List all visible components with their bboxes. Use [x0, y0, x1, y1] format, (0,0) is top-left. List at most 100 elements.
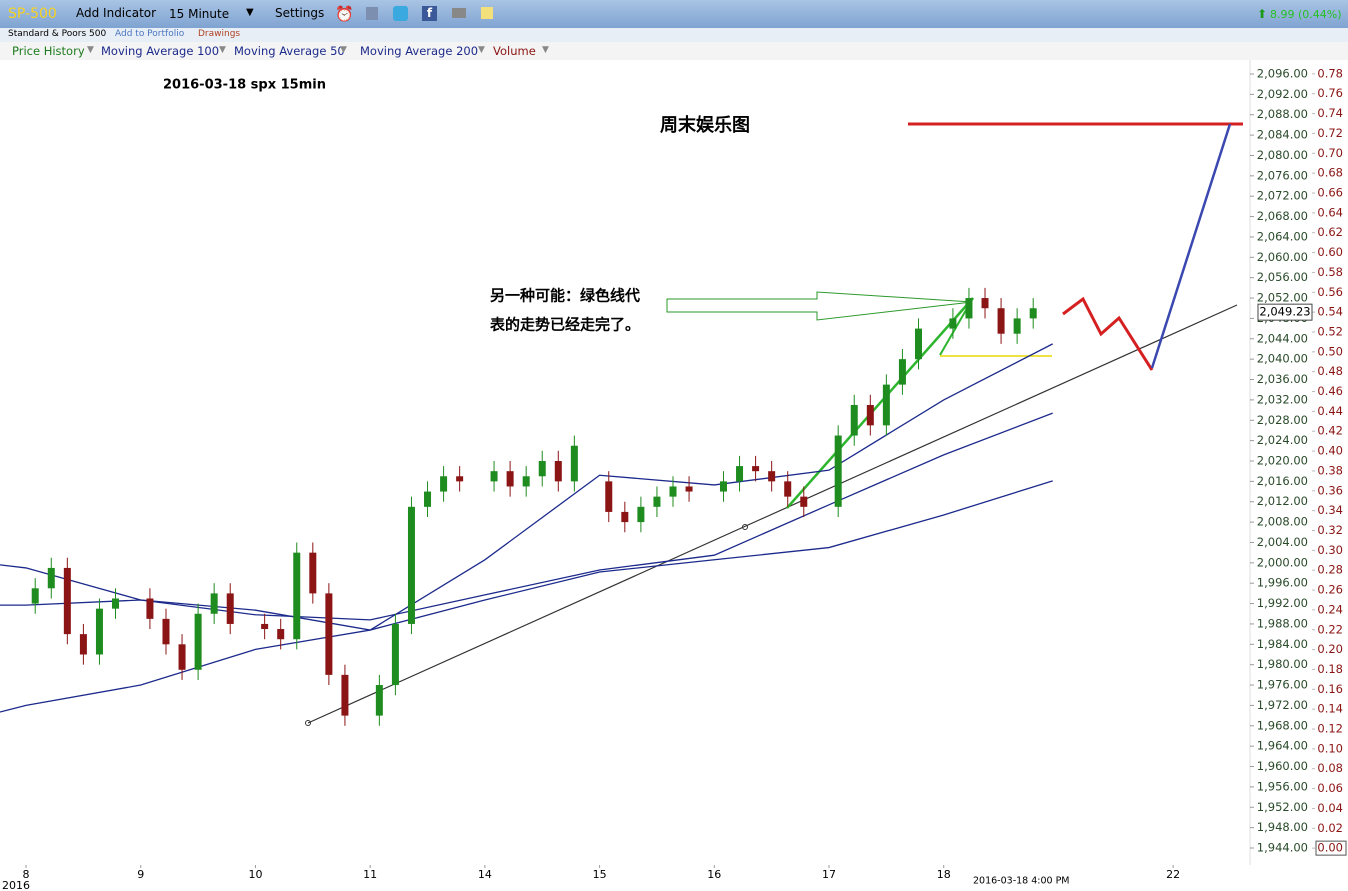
icon[interactable]: f [422, 6, 437, 21]
y2-tick-label: 0.76 [1317, 86, 1343, 100]
icon[interactable] [481, 7, 493, 19]
y2-tick-label: 0.28 [1317, 563, 1343, 577]
candle-body [882, 384, 890, 426]
candle-body [261, 623, 269, 630]
indicator[interactable]: Volume [493, 44, 536, 58]
candle-body [47, 567, 55, 589]
x-tick-label: 9 [137, 868, 144, 881]
candle-body [981, 298, 989, 309]
candle-body [375, 685, 383, 716]
candle-body [440, 476, 448, 492]
y-tick-label: 1,988.00 [1257, 616, 1308, 630]
candle-body [95, 608, 103, 655]
y2-tick-label: 0.18 [1317, 662, 1343, 676]
y-tick-label: 2,012.00 [1257, 494, 1308, 508]
moving-average [0, 480, 1053, 713]
y2-tick-label: 0.78 [1317, 66, 1343, 80]
time-label: 2016-03-18 4:00 PM [973, 876, 1070, 887]
candle-body [997, 308, 1005, 334]
x-tick-label: 8 [23, 868, 30, 881]
dropdown-arrow[interactable]: ▼ [542, 45, 549, 55]
y-tick-label: 2,080.00 [1257, 148, 1308, 162]
dropdown-arrow[interactable]: ▼ [87, 45, 94, 55]
y2-tick-label: 0.70 [1317, 146, 1343, 160]
drawings [305, 122, 1243, 726]
candle-body [866, 404, 874, 426]
y-tick-label: 1,944.00 [1257, 840, 1308, 854]
y2-tick-label: 0.42 [1317, 424, 1343, 438]
indicator[interactable]: Moving Average 50 [234, 44, 345, 58]
menu-item[interactable]: Add Indicator [76, 6, 157, 20]
y2-tick-label: 0.56 [1317, 285, 1343, 299]
y-tick-label: 2,036.00 [1257, 372, 1308, 386]
candle-body [605, 481, 613, 512]
dropdown-arrow[interactable]: ▼ [246, 7, 254, 18]
candle-body [424, 491, 432, 507]
candle-body [570, 445, 578, 482]
dropdown-arrow[interactable]: ▼ [478, 45, 485, 55]
icon[interactable] [366, 7, 378, 20]
indicator[interactable]: Moving Average 100 [101, 44, 220, 58]
link[interactable]: Drawings [198, 29, 241, 39]
candle-body [490, 471, 498, 482]
icon[interactable] [393, 6, 408, 21]
candle-body [949, 318, 957, 329]
y-tick-label: 1,968.00 [1257, 718, 1308, 732]
y2-tick-label: 0.04 [1317, 801, 1343, 815]
info-row: Standard & Poors 500 Add to Portfolio Dr… [0, 28, 1348, 42]
dropdown-arrow[interactable]: ▼ [219, 45, 226, 55]
y2-tick-label: 0.30 [1317, 543, 1343, 557]
y-tick-label: 2,016.00 [1257, 474, 1308, 488]
y-tick-label: 2,052.00 [1257, 291, 1308, 305]
candle-body [1029, 308, 1037, 319]
indicator[interactable]: Price History [12, 44, 85, 58]
candle-body [194, 613, 202, 670]
trendline [307, 304, 1238, 724]
y2-tick-label: 0.58 [1317, 265, 1343, 279]
y-tick-label: 1,964.00 [1257, 739, 1308, 753]
x-tick-label: 16 [707, 868, 721, 881]
candle-body [850, 404, 858, 436]
change: 8.99 (0.44%) [1270, 8, 1342, 21]
y2-tick-label: 0.14 [1317, 702, 1343, 716]
y2-tick-label: 0.72 [1317, 126, 1343, 140]
y2-tick-label: 0.54 [1317, 305, 1343, 319]
y2-tick-label: 0.22 [1317, 622, 1343, 636]
moving-average [0, 412, 1053, 621]
candle-body [391, 623, 399, 686]
icon[interactable]: ⏰ [335, 5, 354, 23]
symbol[interactable]: SP-500 [8, 6, 57, 22]
y-tick-label: 2,028.00 [1257, 413, 1308, 427]
dropdown-arrow[interactable]: ▼ [340, 45, 347, 55]
y-tick-label: 1,972.00 [1257, 698, 1308, 712]
y-tick-label: 2,044.00 [1257, 331, 1308, 345]
y2-label-box [1315, 840, 1347, 856]
candle-body [407, 506, 415, 624]
menu-item[interactable]: 15 Minute [169, 7, 230, 21]
y-tick-label: 2,076.00 [1257, 168, 1308, 182]
candle-body [653, 496, 661, 507]
year-label: 2016 [2, 879, 30, 891]
indicator-row: Price History Moving Average 100 Moving … [0, 42, 1348, 60]
y-tick-label: 2,068.00 [1257, 209, 1308, 223]
icon[interactable] [452, 8, 466, 18]
annotation: 表的走势已经走完了。 [490, 316, 640, 334]
y2-tick-label: 0.20 [1317, 642, 1343, 656]
y-tick-label: 2,000.00 [1257, 555, 1308, 569]
indicator[interactable]: Moving Average 200 [360, 44, 479, 58]
y2-tick-label: 0.40 [1317, 444, 1343, 458]
menu-item[interactable]: Settings [275, 6, 325, 20]
candle-body [669, 486, 677, 497]
y-tick-label: 1,960.00 [1257, 759, 1308, 773]
candle-body [685, 486, 693, 492]
y2-tick-label: 0.64 [1317, 205, 1343, 219]
green-line [939, 297, 974, 356]
candle-body [146, 598, 154, 619]
y2-tick-label: 0.26 [1317, 583, 1343, 597]
x-tick-label: 18 [937, 868, 951, 881]
link[interactable]: Add to Portfolio [115, 29, 185, 39]
candle-body [210, 593, 218, 614]
candle-body [325, 593, 333, 675]
